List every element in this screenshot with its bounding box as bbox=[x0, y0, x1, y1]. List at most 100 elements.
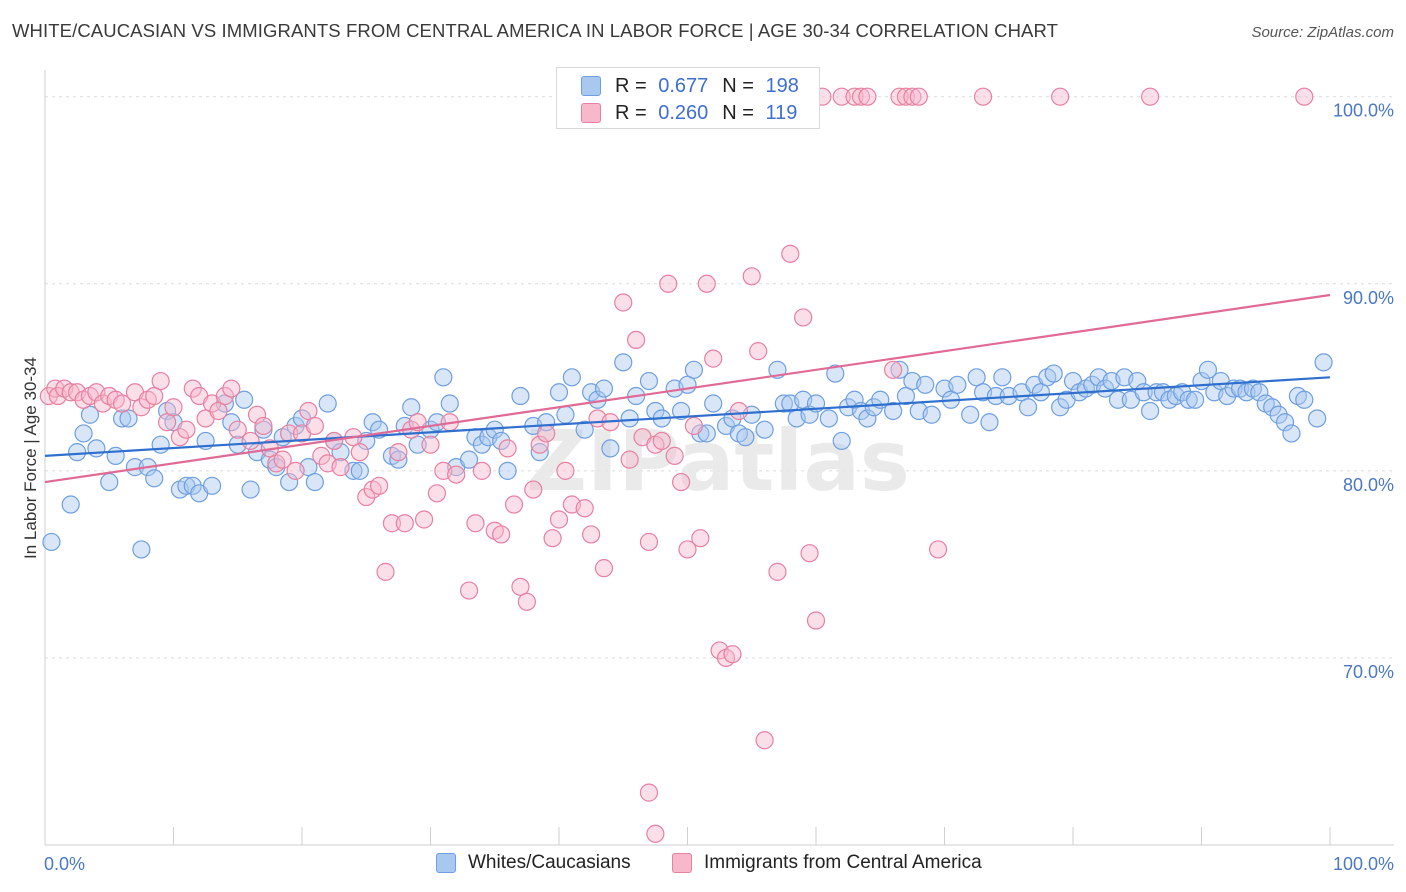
point-whites bbox=[594, 379, 614, 398]
point-whites bbox=[916, 375, 935, 394]
point-whites bbox=[1269, 405, 1288, 424]
point-whites bbox=[639, 371, 659, 391]
point-immigrants bbox=[498, 439, 517, 458]
point-whites bbox=[74, 424, 93, 443]
point-immigrants bbox=[1140, 87, 1160, 106]
point-whites bbox=[691, 424, 710, 443]
n-label: N = bbox=[722, 101, 754, 124]
point-immigrants bbox=[851, 87, 871, 106]
point-whites bbox=[389, 450, 408, 469]
legend-label-immigrants: Immigrants from Central America bbox=[704, 852, 982, 873]
point-whites bbox=[112, 409, 132, 428]
point-whites bbox=[363, 413, 382, 432]
swatch-whites bbox=[581, 76, 601, 96]
point-immigrants bbox=[299, 401, 318, 421]
point-immigrants bbox=[626, 330, 646, 350]
point-whites bbox=[119, 409, 138, 428]
point-whites bbox=[1308, 409, 1327, 428]
point-whites bbox=[350, 461, 369, 480]
point-immigrants bbox=[858, 87, 877, 106]
r-value-immigrants: 0.260 bbox=[658, 101, 709, 124]
point-immigrants bbox=[691, 529, 710, 548]
point-whites bbox=[864, 398, 883, 417]
point-whites bbox=[1044, 364, 1063, 383]
point-whites bbox=[896, 386, 916, 406]
point-immigrants bbox=[723, 645, 742, 664]
stats-legend-row-whites: R = 0.677 N = 198 bbox=[581, 73, 799, 99]
point-whites bbox=[440, 394, 459, 413]
legend-item-whites[interactable]: Whites/Caucasians bbox=[436, 852, 631, 874]
point-immigrants bbox=[678, 540, 697, 559]
y-axis-label: In Labor Force | Age 30-34 bbox=[21, 357, 40, 559]
point-whites bbox=[145, 469, 164, 488]
x-tick-label-min: 0.0% bbox=[44, 854, 85, 874]
point-whites bbox=[1018, 398, 1038, 417]
point-whites bbox=[305, 472, 324, 492]
point-whites bbox=[132, 540, 151, 559]
point-immigrants bbox=[781, 244, 800, 263]
point-immigrants bbox=[183, 379, 202, 398]
point-whites bbox=[684, 360, 704, 379]
legend-item-immigrants[interactable]: Immigrants from Central America bbox=[672, 852, 982, 874]
x-tick-label-max: 100.0% bbox=[1333, 854, 1394, 874]
point-immigrants bbox=[697, 274, 716, 293]
point-immigrants bbox=[652, 431, 671, 451]
point-immigrants bbox=[614, 293, 633, 312]
n-value-whites: 198 bbox=[765, 74, 799, 97]
point-immigrants bbox=[312, 446, 331, 465]
point-whites bbox=[280, 472, 299, 492]
point-immigrants bbox=[447, 465, 466, 484]
point-whites bbox=[42, 532, 61, 552]
point-immigrants bbox=[973, 87, 993, 106]
trend-line-whites bbox=[44, 376, 1331, 457]
point-whites bbox=[1140, 401, 1160, 421]
point-immigrants bbox=[646, 824, 665, 843]
point-whites bbox=[1096, 379, 1115, 398]
point-whites bbox=[1250, 383, 1269, 402]
point-immigrants bbox=[704, 349, 723, 368]
point-whites bbox=[858, 409, 877, 428]
point-immigrants bbox=[389, 443, 408, 462]
point-immigrants bbox=[832, 87, 851, 106]
point-whites bbox=[1051, 398, 1070, 417]
point-whites bbox=[549, 383, 569, 402]
point-immigrants bbox=[241, 431, 260, 451]
swatch-immigrants bbox=[581, 103, 601, 123]
point-whites bbox=[1179, 390, 1198, 409]
point-immigrants bbox=[370, 476, 389, 495]
point-immigrants bbox=[504, 495, 524, 514]
point-whites bbox=[562, 368, 581, 387]
point-immigrants bbox=[639, 532, 659, 552]
trend-line-immigrants bbox=[44, 293, 1331, 484]
point-immigrants bbox=[459, 581, 479, 600]
point-whites bbox=[986, 386, 1006, 406]
point-whites bbox=[826, 364, 845, 383]
point-immigrants bbox=[845, 87, 864, 106]
point-immigrants bbox=[549, 510, 569, 529]
point-whites bbox=[241, 480, 260, 499]
point-whites bbox=[961, 405, 980, 424]
point-immigrants bbox=[671, 472, 691, 492]
point-whites bbox=[222, 413, 241, 432]
point-whites bbox=[408, 435, 427, 454]
point-immigrants bbox=[222, 379, 241, 398]
point-whites bbox=[459, 450, 479, 469]
point-whites bbox=[671, 401, 691, 421]
point-whites bbox=[704, 394, 723, 413]
point-immigrants bbox=[215, 386, 234, 406]
point-whites bbox=[151, 435, 170, 454]
point-immigrants bbox=[639, 783, 659, 802]
point-whites bbox=[80, 405, 100, 424]
point-immigrants bbox=[350, 443, 369, 462]
point-whites bbox=[434, 368, 453, 387]
point-immigrants bbox=[357, 487, 376, 507]
point-immigrants bbox=[1295, 87, 1314, 106]
point-immigrants bbox=[472, 461, 491, 480]
point-immigrants bbox=[517, 592, 536, 611]
point-whites bbox=[948, 375, 967, 394]
point-immigrants bbox=[177, 420, 196, 439]
point-whites bbox=[883, 401, 903, 421]
point-whites bbox=[183, 476, 202, 495]
point-immigrants bbox=[511, 577, 530, 596]
y-tick-label: 90.0% bbox=[1343, 288, 1394, 308]
